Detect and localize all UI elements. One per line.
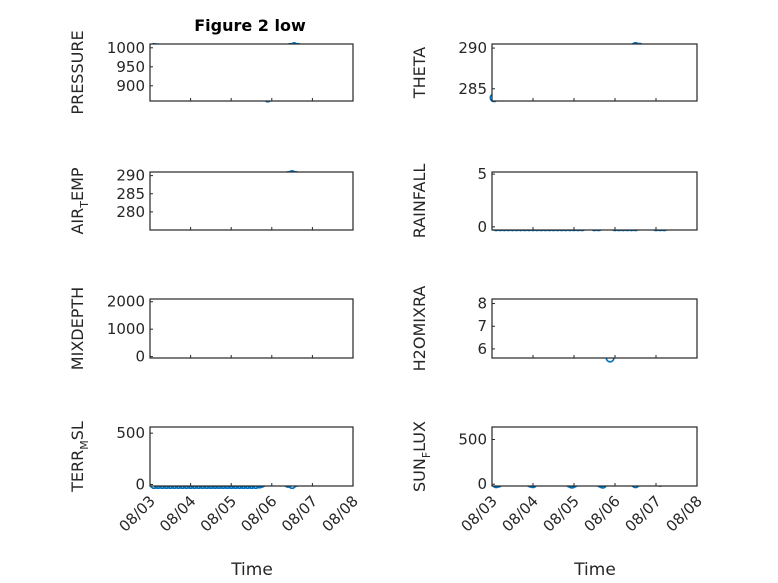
- theta-y-tick-label: 290: [458, 39, 487, 57]
- air-temp-axes-frame: [149, 171, 354, 231]
- air-temp-y-label-subscript: T: [78, 201, 91, 209]
- sun-flux-y-label-tail: LUX: [410, 421, 429, 452]
- subplot-rainfall: 0 5 RAINFALL: [410, 164, 698, 239]
- pressure-y-tick-label: 1000: [107, 39, 145, 57]
- pressure-y-axis-label: PRESSURE: [68, 30, 87, 114]
- sun-flux-y-label-main: SUN: [410, 458, 429, 492]
- air-temp-y-tick-label: 285: [116, 185, 145, 203]
- h2o-mixing-ratio-y-tick-label: 8: [477, 295, 487, 313]
- terrain-msl-axes-frame: [149, 426, 354, 487]
- terrain-msl-y-label-subscript: M: [78, 440, 91, 450]
- h2o-mixing-ratio-y-tick-label: 6: [477, 340, 487, 358]
- theta-y-axis-label: THETA: [410, 47, 429, 99]
- sun-flux-axes-frame: [491, 426, 698, 487]
- terrain-msl-y-label-tail: SL: [68, 421, 87, 440]
- sun-flux-y-tick-label: 500: [458, 431, 487, 449]
- figure-title: Figure 2 low: [194, 16, 306, 35]
- air-temp-y-label-main: AIR: [68, 208, 87, 235]
- h2o-mixing-ratio-y-tick-label: 7: [477, 317, 487, 335]
- rainfall-axes-frame: [491, 171, 698, 231]
- h2o-mixing-ratio-y-axis-label: H2OMIXRA: [410, 286, 429, 372]
- pressure-y-tick-label: 900: [116, 77, 145, 95]
- subplot-mixdepth: 0 1000 2000 MIXDEPTH: [68, 287, 354, 370]
- subplot-sun-flux: 0500SUNFLUX08/0308/0408/0508/0608/0708/0…: [410, 421, 706, 535]
- h2o-mixing-ratio-y-label-main: H2OMIXRA: [410, 286, 429, 372]
- rainfall-y-tick-label: 5: [477, 165, 487, 183]
- air-temp-y-axis-label: AIRTEMP: [68, 167, 91, 234]
- terrain-msl-y-label-main: TERR: [68, 450, 87, 493]
- mixdepth-y-tick-label: 0: [135, 348, 145, 366]
- h2o-mixing-ratio-axes-frame: [491, 298, 698, 359]
- rainfall-y-tick-label: 0: [477, 218, 487, 236]
- rainfall-y-axis-label: RAINFALL: [410, 164, 429, 239]
- sun-flux-y-tick-label: 0: [477, 475, 487, 493]
- terrain-msl-y-tick-label: 0: [135, 475, 145, 493]
- theta-y-label-main: THETA: [410, 47, 429, 99]
- mixdepth-y-label-main: MIXDEPTH: [68, 287, 87, 370]
- subplot-h2o-mixing-ratio: 6 7 8 H2OMIXRA: [410, 286, 698, 372]
- pressure-y-tick-label: 950: [116, 58, 145, 76]
- mixdepth-y-tick-label: 1000: [107, 320, 145, 338]
- mixdepth-y-tick-label: 2000: [107, 293, 145, 311]
- mixdepth-y-axis-label: MIXDEPTH: [68, 287, 87, 370]
- air-temp-y-tick-label: 280: [116, 203, 145, 221]
- air-temp-y-tick-label: 290: [116, 167, 145, 185]
- pressure-axes-frame: [149, 43, 354, 102]
- rainfall-y-label-main: RAINFALL: [410, 164, 429, 239]
- mixdepth-axes-frame: [149, 298, 354, 359]
- air-temp-y-label-tail: EMP: [68, 167, 87, 201]
- x-axis-label-right: Time: [573, 560, 616, 580]
- terrain-msl-y-tick-label: 500: [116, 424, 145, 442]
- pressure-y-label-main: PRESSURE: [68, 30, 87, 114]
- theta-axes-frame: [491, 43, 698, 102]
- theta-y-tick-label: 285: [458, 80, 487, 98]
- x-axis-label-left: Time: [230, 560, 273, 580]
- sun-flux-y-axis-label: SUNFLUX: [410, 421, 433, 492]
- subplot-theta: 285 290 THETA: [410, 39, 698, 103]
- sun-flux-y-label-subscript: F: [420, 452, 433, 458]
- terrain-msl-y-axis-label: TERRMSL: [68, 421, 91, 493]
